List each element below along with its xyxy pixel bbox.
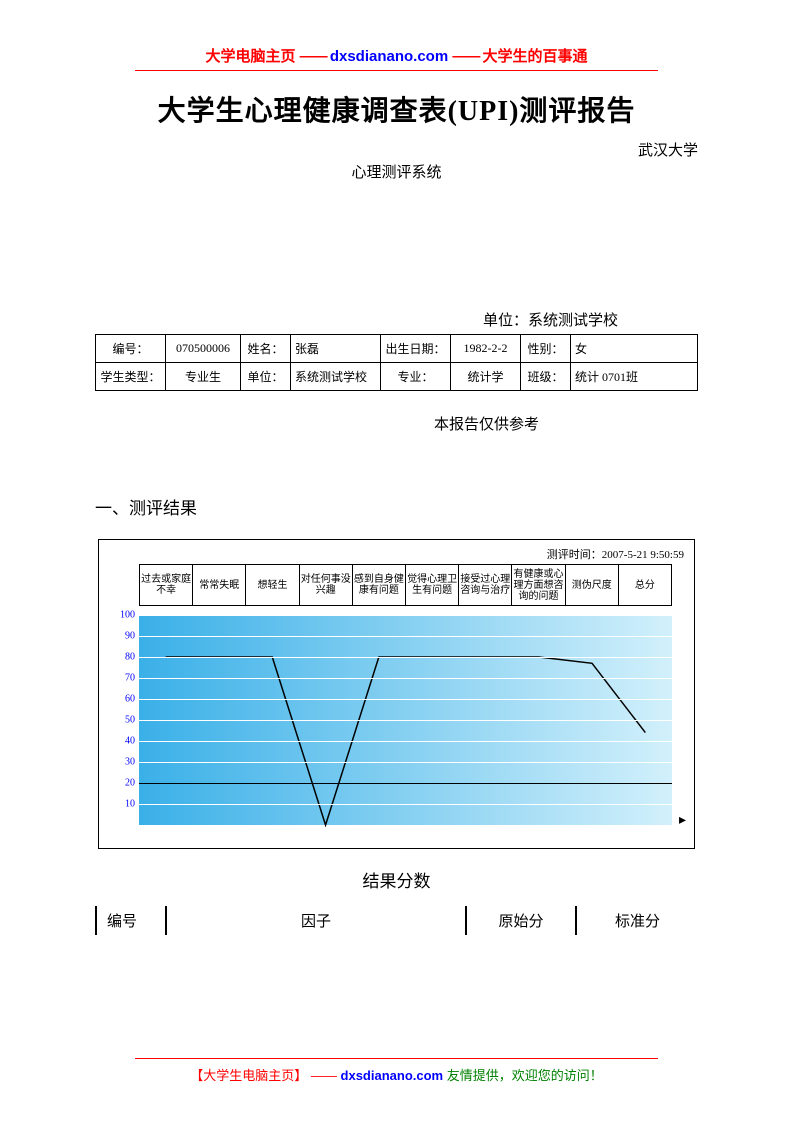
gender-label: 性别：	[521, 335, 571, 363]
major-label: 专业：	[381, 363, 451, 391]
unit-value: 系统测试学校	[528, 313, 618, 329]
unit-line: 单位：系统测试学校	[95, 309, 698, 330]
y-tick-label: 60	[113, 694, 135, 705]
section-heading: 一、测评结果	[95, 494, 698, 519]
dept-label: 单位：	[241, 363, 291, 391]
reference-note: 本报告仅供参考	[95, 413, 698, 434]
col-std: 标准分	[576, 906, 698, 935]
name-label: 姓名：	[241, 335, 291, 363]
dept-value: 系统测试学校	[291, 363, 381, 391]
banner-right: 大学生的百事通	[483, 48, 588, 65]
table-row: 编号 因子 原始分 标准分	[96, 906, 698, 935]
class-label: 班级：	[521, 363, 571, 391]
y-tick-label: 10	[113, 799, 135, 810]
system-name: 心理测评系统	[351, 161, 441, 182]
chart-category-cell: 过去或家庭不幸	[139, 564, 193, 606]
y-tick-label: 20	[113, 778, 135, 789]
y-tick-label: 40	[113, 736, 135, 747]
banner-dash-r: ——	[452, 48, 478, 65]
chart-category-cell: 总分	[619, 564, 672, 606]
bottom-banner: 【大学生电脑主页】 —— dxsdianano.com 友情提供，欢迎您的访问！	[0, 1058, 793, 1084]
chart-category-cell: 测伪尺度	[566, 564, 619, 606]
x-axis-arrow-icon: ▸	[679, 812, 686, 829]
y-tick-label: 100	[113, 610, 135, 621]
name-value: 张磊	[291, 335, 381, 363]
chart-caption: 结果分数	[95, 867, 698, 892]
dob-value: 1982-2-2	[451, 335, 521, 363]
banner-left: 大学电脑主页	[205, 48, 295, 65]
banner-domain: dxsdianano.com	[330, 48, 448, 65]
chart-category-row: 过去或家庭不幸常常失眠想轻生对任何事没兴趣感到自身健康有问题觉得心理卫生有问题接…	[139, 564, 672, 606]
page-title: 大学生心理健康调查表(UPI)测评报告	[95, 89, 698, 129]
chart-category-cell: 感到自身健康有问题	[353, 564, 406, 606]
id-value: 070500006	[166, 335, 241, 363]
y-tick-label: 50	[113, 715, 135, 726]
footer-tail: 友情提供，欢迎您的访问！	[447, 1068, 603, 1083]
col-raw: 原始分	[466, 906, 576, 935]
gender-value: 女	[571, 335, 698, 363]
type-label: 学生类型：	[96, 363, 166, 391]
y-tick-label: 80	[113, 652, 135, 663]
chart-category-cell: 接受过心理咨询与治疗	[459, 564, 512, 606]
unit-label: 单位：	[483, 313, 528, 329]
footer-bracket-r: 】	[294, 1068, 307, 1083]
id-label: 编号：	[96, 335, 166, 363]
col-id: 编号	[96, 906, 166, 935]
dob-label: 出生日期：	[381, 335, 451, 363]
footer-domain: dxsdianano.com	[341, 1068, 444, 1083]
col-factor: 因子	[166, 906, 466, 935]
top-rule	[135, 70, 658, 71]
chart-category-cell: 想轻生	[246, 564, 299, 606]
table-row: 编号： 070500006 姓名： 张磊 出生日期： 1982-2-2 性别： …	[96, 335, 698, 363]
chart-category-cell: 对任何事没兴趣	[300, 564, 353, 606]
footer-dash: ——	[311, 1068, 337, 1083]
major-value: 统计学	[451, 363, 521, 391]
result-table: 编号 因子 原始分 标准分	[95, 906, 698, 935]
chart-category-cell: 常常失眠	[193, 564, 246, 606]
university-name: 武汉大学	[638, 139, 698, 160]
bottom-rule	[135, 1058, 658, 1059]
chart-plot-area: ▸ 102030405060708090100	[139, 615, 672, 825]
chart-container: 测评时间：2007-5-21 9:50:59 过去或家庭不幸常常失眠想轻生对任何…	[98, 539, 695, 849]
info-table: 编号： 070500006 姓名： 张磊 出生日期： 1982-2-2 性别： …	[95, 334, 698, 391]
y-tick-label: 70	[113, 673, 135, 684]
chart-timestamp: 测评时间：2007-5-21 9:50:59	[547, 546, 684, 562]
footer-site: 大学生电脑主页	[203, 1068, 294, 1083]
footer-bracket-l: 【	[190, 1068, 203, 1083]
y-tick-label: 90	[113, 631, 135, 642]
chart-category-cell: 有健康或心理方面想咨询的问题	[512, 564, 565, 606]
chart-category-cell: 觉得心理卫生有问题	[406, 564, 459, 606]
top-banner: 大学电脑主页 —— dxsdianano.com —— 大学生的百事通	[95, 45, 698, 71]
type-value: 专业生	[166, 363, 241, 391]
class-value: 统计 0701班	[571, 363, 698, 391]
banner-dash-l: ——	[300, 48, 326, 65]
table-row: 学生类型： 专业生 单位： 系统测试学校 专业： 统计学 班级： 统计 0701…	[96, 363, 698, 391]
y-tick-label: 30	[113, 757, 135, 768]
